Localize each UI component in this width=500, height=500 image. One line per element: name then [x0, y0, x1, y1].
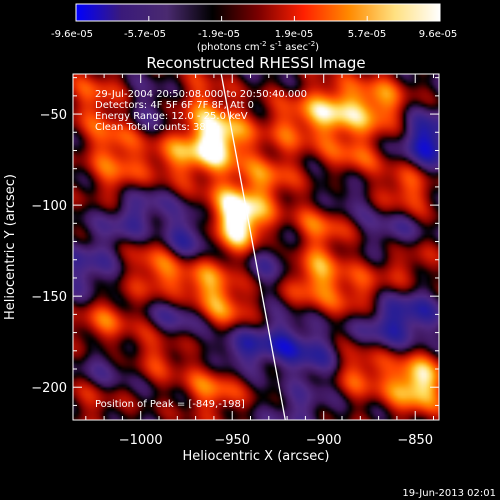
- solar-limb-line: [220, 74, 286, 420]
- colorbar-tick-label-5: 9.6e-05: [419, 29, 457, 40]
- axis-ticks: [73, 74, 439, 420]
- heatmap-image: [73, 74, 439, 420]
- colorbar-tick-label-2: -1.9e-05: [198, 29, 240, 40]
- annotation-detectors: Detectors: 4F 5F 6F 7F 8F, Att 0: [95, 100, 254, 111]
- annotation-time-range: 29-Jul-2004 20:50:08.000 to 20:50:40.000: [95, 89, 307, 100]
- colorbar-tick-label-0: -9.6e-05: [51, 29, 93, 40]
- colorbar-tick-label-1: -5.7e-05: [124, 29, 166, 40]
- annotation-energy-range: Energy Range: 12.0 - 25.0 keV: [95, 111, 248, 122]
- plot-frame: [72, 73, 440, 421]
- colorbar-units: (photons cm-2 s-1 asec-2): [197, 40, 319, 53]
- x-tick-label-3: −850: [397, 433, 433, 448]
- y-tick-label-2: −150: [31, 290, 67, 305]
- colorbar-tick-label-3: 1.9e-05: [275, 29, 313, 40]
- y-axis-label: Heliocentric Y (arcsec): [3, 174, 18, 320]
- annotation-peak-position: Position of Peak = [-849,-198]: [95, 399, 245, 410]
- y-tick-label-3: −200: [31, 381, 67, 396]
- x-axis-label: Heliocentric X (arcsec): [183, 449, 330, 464]
- colorbar: [75, 3, 441, 22]
- timestamp: 19-Jun-2013 02:01: [402, 488, 496, 499]
- colorbar-ticks: [75, 16, 441, 21]
- y-tick-label-1: −100: [31, 199, 67, 214]
- x-tick-label-1: −950: [214, 433, 250, 448]
- colorbar-tick-label-4: 5.7e-05: [348, 29, 386, 40]
- x-tick-label-0: −1000: [119, 433, 163, 448]
- chart-title: Reconstructed RHESSI Image: [146, 54, 365, 72]
- annotation-clean-counts: Clean Total counts: 38.0: [95, 122, 215, 133]
- x-tick-label-2: −900: [306, 433, 342, 448]
- y-tick-label-0: −50: [40, 108, 67, 123]
